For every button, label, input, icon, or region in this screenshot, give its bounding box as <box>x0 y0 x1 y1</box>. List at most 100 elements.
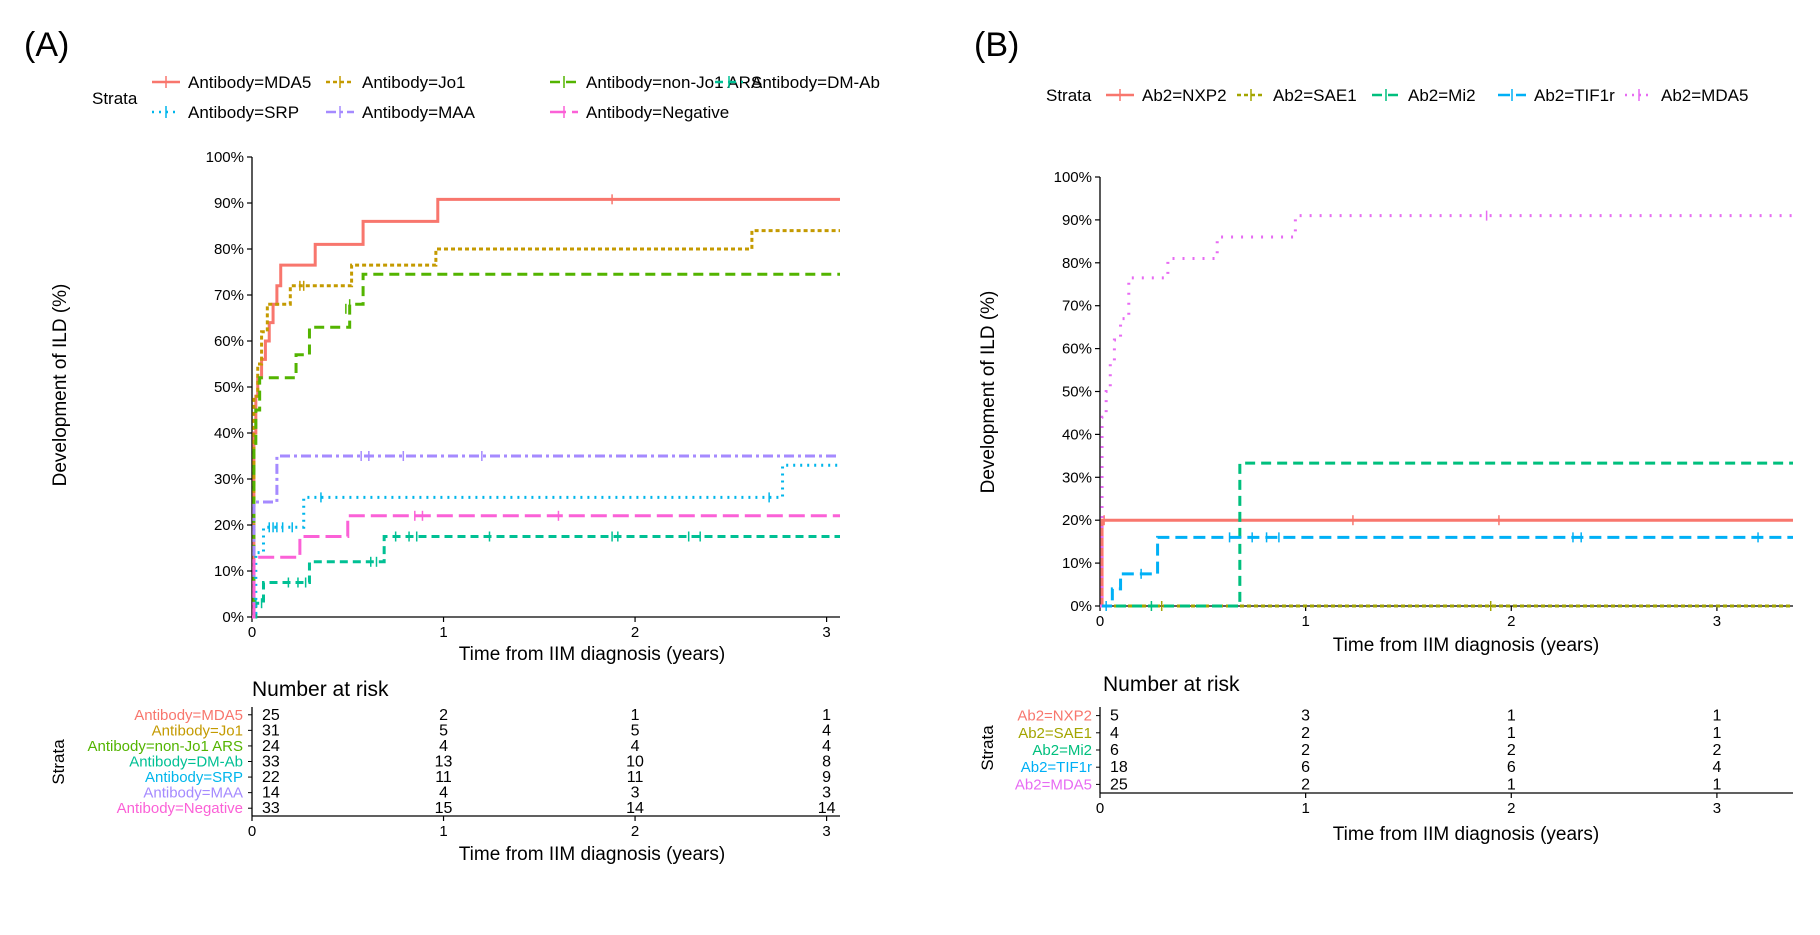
panel-b-series-line-2 <box>1100 461 1793 608</box>
panel-b-risk-value: 2 <box>1712 742 1721 759</box>
panel-b-risk-ylabel: Strata <box>978 725 997 771</box>
panel-b-risk-title: Number at risk <box>1103 673 1240 696</box>
panel-b-risk-value: 1 <box>1712 708 1721 725</box>
panel-a-y-tick-label: 60% <box>214 333 244 350</box>
panel-b-risk-value: 3 <box>1301 708 1310 725</box>
panel-b-y-tick-label: 60% <box>1062 341 1092 358</box>
panel-b-risk-x-tick-label: 3 <box>1713 800 1721 817</box>
panel-b-risk-value: 18 <box>1110 759 1128 776</box>
panel-a-risk-value: 4 <box>822 722 831 739</box>
panel-a-risk-value: 11 <box>627 769 644 786</box>
panel-b-risk-value: 2 <box>1301 725 1310 742</box>
panel-b-risk-value: 1 <box>1507 725 1516 742</box>
panel-a-y-tick-label: 80% <box>214 241 244 258</box>
panel-a-risk-value: 4 <box>822 738 831 755</box>
panel-b-risk-value: 5 <box>1110 708 1119 725</box>
panel-b-x-tick-label: 0 <box>1096 613 1104 630</box>
panel-b-series-line-4 <box>1100 214 1793 608</box>
panel-b-risk-value: 25 <box>1110 776 1128 793</box>
panel-a-risk-value: 8 <box>822 754 831 771</box>
panel-a-risk-row-label: Antibody=MDA5 <box>134 707 243 724</box>
panel-a-risk-row-label: Antibody=Negative <box>117 800 243 817</box>
panel-a-y-tick-label: 90% <box>214 195 244 212</box>
panel-a-risk-value: 25 <box>262 707 280 724</box>
panel-b-label: (B) <box>974 26 1019 64</box>
panel-b-legend-label: Ab2=NXP2 <box>1142 86 1227 105</box>
panel-a-legend-label: Antibody=DM-Ab <box>751 73 880 92</box>
panel-b-y-tick-label: 100% <box>1054 169 1092 186</box>
panel-a-y-tick-label: 40% <box>214 425 244 442</box>
panel-b-y-tick-label: 70% <box>1062 298 1092 315</box>
panel-a-x-tick-label: 0 <box>248 624 256 641</box>
panel-a-risk-value: 24 <box>262 738 280 755</box>
panel-a-legend-label: Antibody=Jo1 <box>362 73 466 92</box>
panel-b-y-tick-label: 80% <box>1062 255 1092 272</box>
panel-b-risk-value: 1 <box>1507 708 1516 725</box>
panel-b-y-tick-label: 90% <box>1062 212 1092 229</box>
panel-a-risk-row-label: Antibody=MAA <box>143 785 243 802</box>
panel-b-risk-value: 6 <box>1301 759 1310 776</box>
panel-b-risk-row-label: Ab2=Mi2 <box>1032 742 1092 759</box>
panel-b-risk-row-label: Ab2=TIF1r <box>1021 759 1092 776</box>
panel-a-risk-value: 14 <box>818 800 836 817</box>
panel-b-risk-value: 1 <box>1712 725 1721 742</box>
panel-b-x-tick-label: 1 <box>1301 613 1309 630</box>
panel-b-risk-row-label: Ab2=SAE1 <box>1018 725 1092 742</box>
panel-a-risk-value: 10 <box>626 754 644 771</box>
panel-a-series-line-6 <box>252 514 840 619</box>
panel-a-legend-label: Antibody=MDA5 <box>188 73 311 92</box>
panel-a-y-tick-label: 30% <box>214 471 244 488</box>
panel-a-risk-value: 1 <box>822 707 831 724</box>
panel-a-legend-label: Antibody=SRP <box>188 103 299 122</box>
panel-a-risk-value: 4 <box>631 738 640 755</box>
panel-b-x-tick-label: 2 <box>1507 613 1515 630</box>
panel-b-legend-label: Ab2=TIF1r <box>1534 86 1615 105</box>
panel-a-risk-value: 33 <box>262 754 280 771</box>
panel-b-risk-value: 6 <box>1110 742 1119 759</box>
panel-a-ylabel: Development of ILD (%) <box>50 284 71 487</box>
panel-a-series-line-2 <box>252 272 840 619</box>
panel-a-legend-title: Strata <box>92 89 138 108</box>
panel-a-risk-value: 33 <box>262 800 280 817</box>
panel-a-risk-x-tick-label: 3 <box>822 823 830 840</box>
panel-b-legend-title: Strata <box>1046 86 1092 105</box>
panel-a-y-tick-label: 20% <box>214 517 244 534</box>
panel-b-risk-xlabel: Time from IIM diagnosis (years) <box>1333 824 1599 845</box>
panel-a-series-line-1 <box>252 229 840 619</box>
panel-a-risk-row-label: Antibody=non-Jo1 ARS <box>87 738 243 755</box>
panel-a-risk-value: 14 <box>262 785 280 802</box>
panel-a-y-tick-label: 70% <box>214 287 244 304</box>
panel-a-risk-xlabel: Time from IIM diagnosis (years) <box>459 844 725 865</box>
panel-a-risk-x-tick-label: 0 <box>248 823 256 840</box>
panel-a-series-line-3 <box>252 535 840 619</box>
panel-b-risk-value: 2 <box>1507 742 1516 759</box>
panel-b-series-line-3 <box>1100 535 1793 608</box>
panel-a-risk-value: 13 <box>435 754 453 771</box>
panel-a-risk-value: 4 <box>439 785 448 802</box>
panel-a-y-tick-label: 100% <box>206 149 244 166</box>
panel-b-legend-label: Ab2=MDA5 <box>1661 86 1748 105</box>
panel-b-risk-x-tick-label: 0 <box>1096 800 1104 817</box>
panel-b-series-line-0 <box>1100 518 1793 608</box>
panel-a-risk-row-label: Antibody=Jo1 <box>152 722 243 739</box>
panel-b-legend-label: Ab2=Mi2 <box>1408 86 1476 105</box>
panel-a-risk-title: Number at risk <box>252 678 389 701</box>
panel-a-risk-row-label: Antibody=DM-Ab <box>129 754 243 771</box>
panel-a-risk-value: 11 <box>435 769 452 786</box>
panel-a-y-tick-label: 0% <box>222 609 244 626</box>
panel-a-y-tick-label: 10% <box>214 563 244 580</box>
panel-b-risk-value: 1 <box>1507 776 1516 793</box>
panel-a-risk-value: 14 <box>626 800 644 817</box>
panel-a-risk-value: 3 <box>631 785 640 802</box>
panel-a-legend-label: Antibody=Negative <box>586 103 729 122</box>
panel-b-risk-x-tick-label: 2 <box>1507 800 1515 817</box>
panel-a-risk-row-label: Antibody=SRP <box>145 769 243 786</box>
panel-a-risk-value: 31 <box>262 722 280 739</box>
panel-a-risk-value: 9 <box>822 769 831 786</box>
panel-a-risk-value: 5 <box>631 722 640 739</box>
panel-b-risk-x-tick-label: 1 <box>1301 800 1309 817</box>
panel-b-xlabel: Time from IIM diagnosis (years) <box>1333 635 1599 656</box>
panel-a-label: (A) <box>24 26 69 64</box>
panel-a-risk-value: 2 <box>439 707 448 724</box>
panel-b-risk-value: 4 <box>1110 725 1119 742</box>
